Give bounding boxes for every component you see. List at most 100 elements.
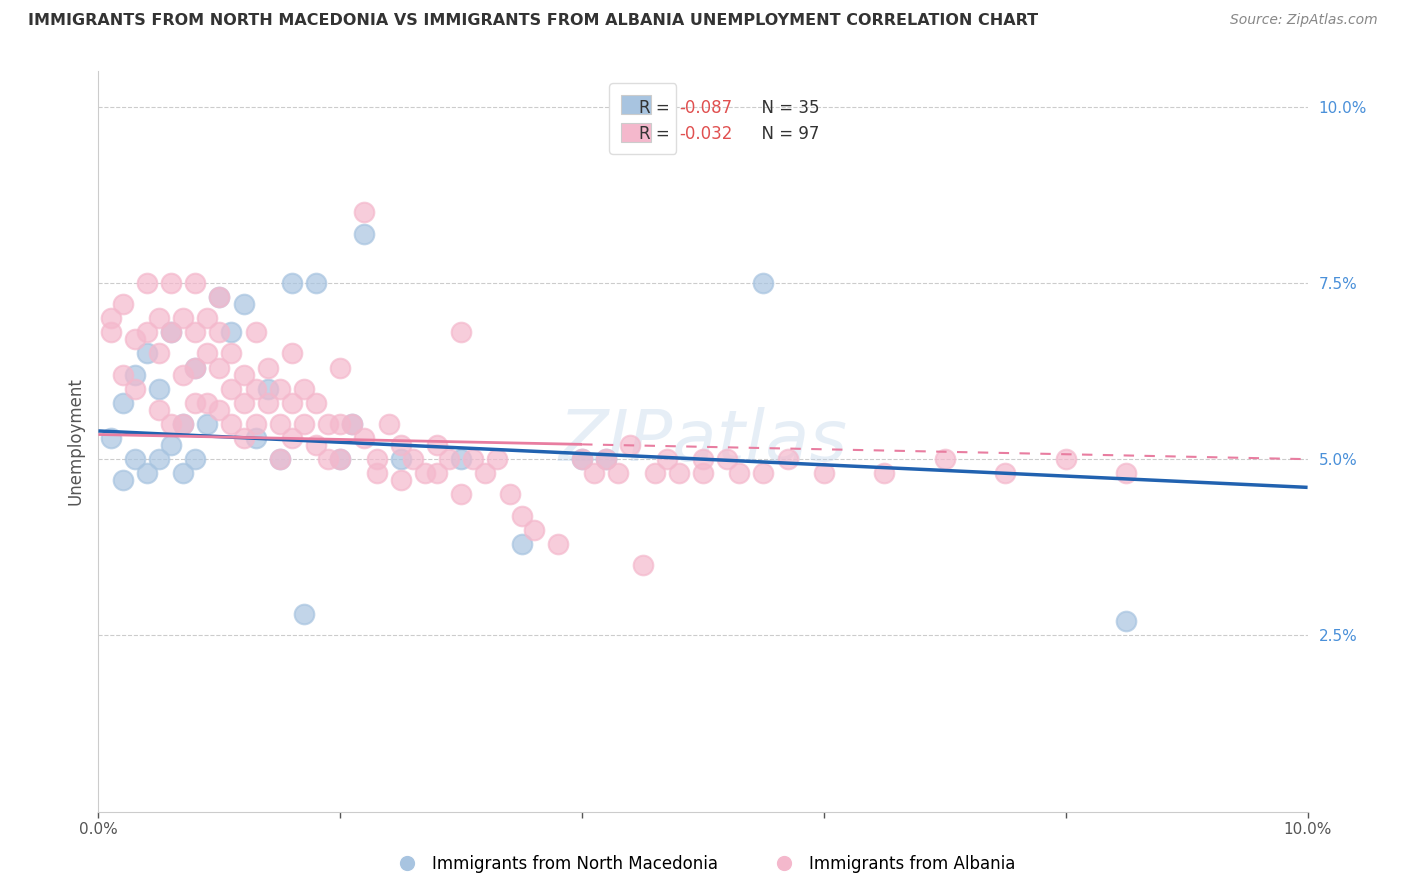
Point: [184, 325, 207, 339]
Point: [934, 452, 956, 467]
Point: [208, 360, 231, 375]
Point: [148, 402, 170, 417]
Point: [426, 467, 449, 481]
Point: [172, 417, 194, 431]
Text: R =: R =: [638, 125, 675, 143]
Point: [292, 417, 315, 431]
Point: [353, 227, 375, 241]
Point: [1115, 467, 1137, 481]
Point: [523, 523, 546, 537]
Point: [547, 537, 569, 551]
Point: [1054, 452, 1077, 467]
Point: [208, 290, 231, 304]
Point: [184, 396, 207, 410]
Point: [413, 467, 436, 481]
Legend: Immigrants from North Macedonia, Immigrants from Albania: Immigrants from North Macedonia, Immigra…: [384, 848, 1022, 880]
Point: [160, 276, 183, 290]
Point: [752, 467, 775, 481]
Point: [232, 368, 254, 382]
Point: [389, 452, 412, 467]
Point: [245, 325, 267, 339]
Point: [124, 452, 146, 467]
Point: [498, 487, 520, 501]
Point: [232, 396, 254, 410]
Point: [111, 297, 134, 311]
Point: [195, 346, 218, 360]
Text: N = 35: N = 35: [751, 99, 820, 117]
Point: [245, 382, 267, 396]
Text: N = 97: N = 97: [751, 125, 820, 143]
Point: [305, 276, 328, 290]
Point: [668, 467, 690, 481]
Point: [208, 290, 231, 304]
Text: ZIPatlas: ZIPatlas: [558, 407, 848, 476]
Point: [510, 508, 533, 523]
Point: [377, 417, 399, 431]
Point: [329, 452, 352, 467]
Point: [366, 467, 388, 481]
Point: [160, 438, 183, 452]
Point: [111, 473, 134, 487]
Point: [692, 452, 714, 467]
Y-axis label: Unemployment: Unemployment: [66, 377, 84, 506]
Point: [269, 452, 291, 467]
Point: [111, 368, 134, 382]
Point: [208, 325, 231, 339]
Point: [510, 537, 533, 551]
Text: IMMIGRANTS FROM NORTH MACEDONIA VS IMMIGRANTS FROM ALBANIA UNEMPLOYMENT CORRELAT: IMMIGRANTS FROM NORTH MACEDONIA VS IMMIG…: [28, 13, 1038, 29]
Point: [873, 467, 896, 481]
Point: [172, 368, 194, 382]
Point: [595, 452, 617, 467]
Point: [160, 417, 183, 431]
Point: [353, 205, 375, 219]
Text: -0.087: -0.087: [679, 99, 733, 117]
Point: [305, 438, 328, 452]
Point: [245, 417, 267, 431]
Point: [450, 325, 472, 339]
Point: [160, 325, 183, 339]
Text: R =: R =: [638, 99, 675, 117]
Point: [450, 487, 472, 501]
Point: [655, 452, 678, 467]
Point: [342, 417, 364, 431]
Point: [292, 607, 315, 622]
Point: [256, 360, 278, 375]
Point: [221, 346, 243, 360]
Point: [148, 452, 170, 467]
Point: [716, 452, 738, 467]
Point: [692, 467, 714, 481]
Point: [728, 467, 751, 481]
Point: [752, 276, 775, 290]
Point: [281, 431, 304, 445]
Point: [619, 438, 641, 452]
Point: [208, 402, 231, 417]
Point: [583, 467, 606, 481]
Point: [994, 467, 1017, 481]
Point: [281, 276, 304, 290]
Point: [256, 382, 278, 396]
Point: [329, 452, 352, 467]
Point: [124, 368, 146, 382]
Point: [776, 452, 799, 467]
Point: [135, 467, 157, 481]
Point: [172, 417, 194, 431]
Point: [221, 417, 243, 431]
Point: [1115, 615, 1137, 629]
Point: [607, 467, 630, 481]
Point: [316, 452, 339, 467]
Point: [148, 311, 170, 326]
Point: [184, 276, 207, 290]
Point: [184, 452, 207, 467]
Point: [329, 417, 352, 431]
Legend: , : ,: [609, 83, 676, 153]
Point: [402, 452, 425, 467]
Text: Source: ZipAtlas.com: Source: ZipAtlas.com: [1230, 13, 1378, 28]
Point: [111, 396, 134, 410]
Point: [437, 452, 460, 467]
Point: [195, 396, 218, 410]
Point: [221, 382, 243, 396]
Point: [148, 382, 170, 396]
Point: [474, 467, 496, 481]
Point: [281, 346, 304, 360]
Point: [172, 311, 194, 326]
